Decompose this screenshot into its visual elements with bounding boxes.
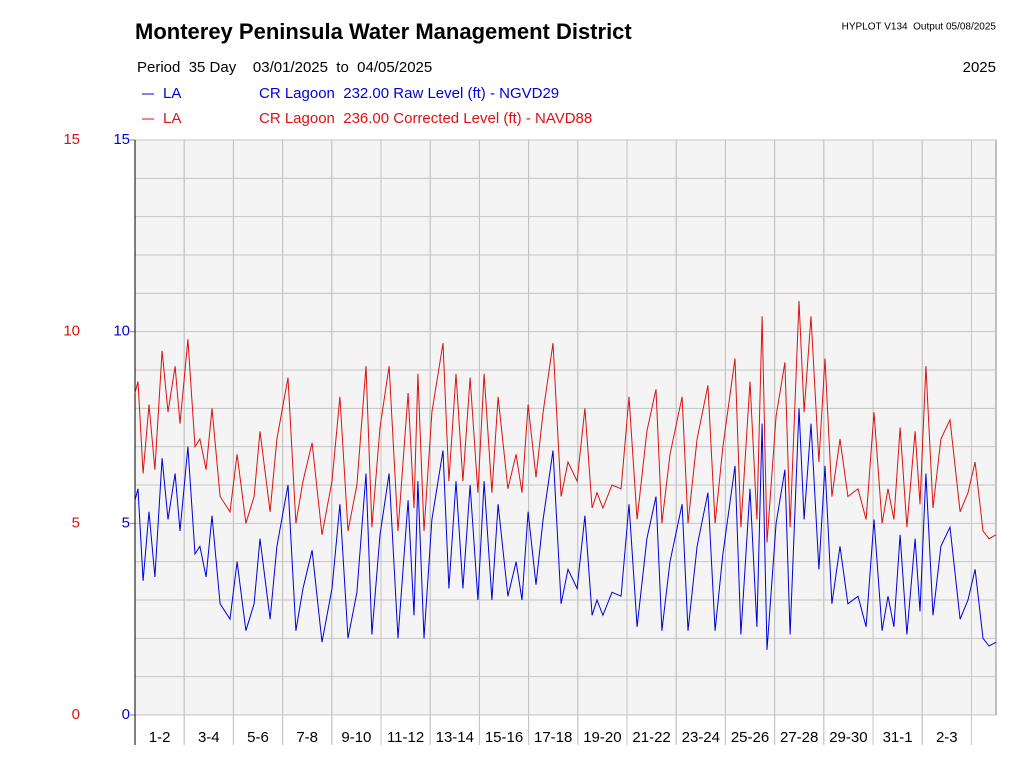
x-tick-label: 27-28 [780, 729, 818, 746]
y2-tick-label: 15 [113, 131, 130, 148]
plot-area [134, 139, 997, 716]
x-tick-label: 2-3 [936, 729, 958, 746]
series-line [134, 408, 997, 650]
x-tick-label: 9-10 [341, 729, 371, 746]
x-tick-label: 21-22 [632, 729, 670, 746]
program-note: HYPLOT V134 Output 05/08/2025 [842, 22, 997, 33]
y-tick-label: 5 [72, 514, 80, 531]
y-tick-label: 0 [72, 706, 80, 723]
x-tick-label: 13-14 [436, 729, 474, 746]
x-tick-label: 23-24 [682, 729, 720, 746]
legend-site: LA [163, 85, 181, 102]
y-tick-label: 15 [63, 131, 80, 148]
x-tick-label: 29-30 [829, 729, 867, 746]
x-tick-label: 15-16 [485, 729, 523, 746]
period: Period 35 Day 03/01/2025 to 04/05/2025 [137, 59, 432, 76]
y2-tick-label: 0 [122, 706, 130, 723]
chart-title: Monterey Peninsula Water Management Dist… [135, 19, 632, 44]
x-tick-label: 17-18 [534, 729, 572, 746]
series-line [134, 300, 997, 543]
x-tick-label: 11-12 [387, 729, 424, 746]
legend-label: CR Lagoon 236.00 Corrected Level (ft) - … [259, 110, 592, 127]
x-tick-label: 1-2 [149, 729, 171, 746]
year: 2025 [963, 59, 996, 76]
x-tick-label: 31-1 [883, 729, 913, 746]
legend-site: LA [163, 110, 181, 127]
x-tick-label: 19-20 [583, 729, 621, 746]
x-tick-label: 7-8 [296, 729, 318, 746]
legend-label: CR Lagoon 232.00 Raw Level (ft) - NGVD29 [259, 85, 559, 102]
y2-tick-label: 5 [122, 514, 130, 531]
y-tick-label: 10 [63, 323, 80, 340]
x-tick-label: 5-6 [247, 729, 269, 746]
x-tick-label: 3-4 [198, 729, 220, 746]
y2-tick-label: 10 [113, 323, 130, 340]
x-tick-label: 25-26 [731, 729, 769, 746]
